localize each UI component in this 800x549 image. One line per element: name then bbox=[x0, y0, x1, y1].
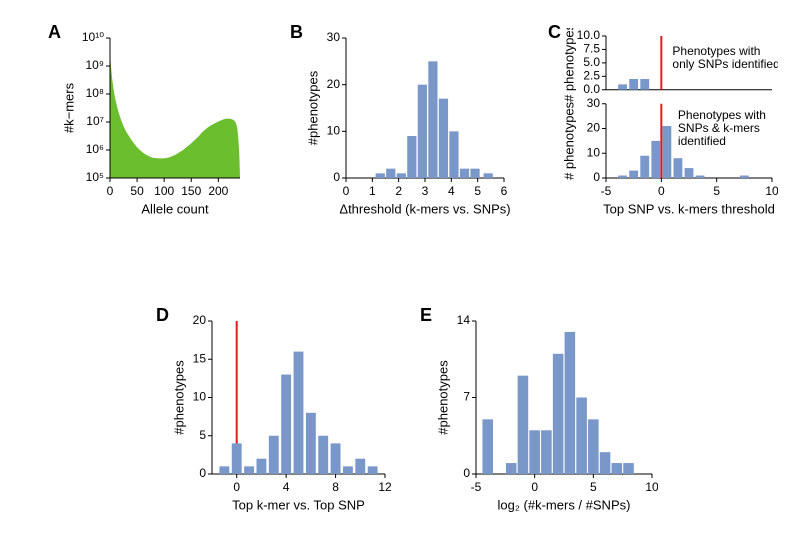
panel-e-chart: -505100714log₂ (#k-mers / #SNPs)#phenoty… bbox=[430, 311, 658, 516]
svg-text:5: 5 bbox=[713, 184, 720, 198]
svg-text:10: 10 bbox=[765, 184, 778, 198]
svg-text:10.0: 10.0 bbox=[577, 28, 601, 42]
panel-a-chart: 0 50 100 150 200 10⁵ 10⁶ 10⁷ 10⁸ 10⁹ 10¹⁰ Allele co… bbox=[58, 28, 248, 220]
svg-text:8: 8 bbox=[332, 480, 339, 494]
figure-root: A05010015020010⁵10⁶10⁷10⁸10⁹10¹⁰Allele c… bbox=[0, 0, 800, 549]
svg-text:30: 30 bbox=[587, 96, 601, 110]
svg-text:5: 5 bbox=[590, 480, 597, 494]
panel-c-chart: 0.02.55.07.510.0# phenotypesPhenotypes w… bbox=[558, 28, 778, 220]
svg-text:10: 10 bbox=[327, 124, 341, 138]
svg-text:10: 10 bbox=[587, 145, 601, 159]
svg-text:0: 0 bbox=[658, 184, 665, 198]
svg-text:20: 20 bbox=[587, 121, 601, 135]
svg-text:0: 0 bbox=[233, 480, 240, 494]
svg-text:200: 200 bbox=[208, 184, 228, 198]
svg-text:0: 0 bbox=[463, 466, 470, 480]
svg-text:# phenotypes: # phenotypes bbox=[561, 28, 576, 102]
svg-text:7.5: 7.5 bbox=[583, 42, 600, 56]
svg-text:50: 50 bbox=[130, 184, 144, 198]
svg-text:#phenotypes: #phenotypes bbox=[171, 360, 186, 435]
svg-text:#phenotypes: #phenotypes bbox=[305, 70, 320, 145]
panel-d-chart: 0 4 8 12 0 5 10 15 20 Top k-mer vs. Top SNP #pheno… bbox=[166, 311, 391, 516]
svg-text:5.0: 5.0 bbox=[583, 55, 600, 69]
svg-text:0: 0 bbox=[343, 184, 350, 198]
svg-text:# phenotypes: # phenotypes bbox=[561, 101, 576, 180]
svg-text:0: 0 bbox=[531, 480, 538, 494]
svg-text:-5: -5 bbox=[601, 184, 612, 198]
svg-text:10: 10 bbox=[645, 480, 658, 494]
svg-text:0: 0 bbox=[199, 466, 206, 480]
svg-text:Phenotypes withonly SNPs ident: Phenotypes withonly SNPs identified bbox=[672, 44, 778, 71]
svg-text:0: 0 bbox=[593, 170, 600, 184]
svg-text:14: 14 bbox=[457, 313, 471, 327]
svg-text:10⁶: 10⁶ bbox=[86, 142, 104, 156]
svg-text:#k−mers: #k−mers bbox=[61, 82, 76, 133]
svg-text:30: 30 bbox=[327, 30, 341, 44]
svg-text:12: 12 bbox=[378, 480, 391, 494]
svg-text:2.5: 2.5 bbox=[583, 68, 600, 82]
svg-text:1: 1 bbox=[369, 184, 376, 198]
svg-text:5: 5 bbox=[199, 428, 206, 442]
svg-text:#phenotypes: #phenotypes bbox=[435, 360, 450, 435]
svg-text:0: 0 bbox=[107, 184, 114, 198]
svg-text:Allele count: Allele count bbox=[141, 201, 209, 216]
svg-text:7: 7 bbox=[463, 390, 470, 404]
svg-text:15: 15 bbox=[193, 351, 207, 365]
svg-text:0.0: 0.0 bbox=[583, 82, 600, 96]
svg-text:Phenotypes withSNPs & k-mersid: Phenotypes withSNPs & k-mersidentified bbox=[678, 108, 766, 148]
svg-text:5: 5 bbox=[474, 184, 481, 198]
svg-text:10⁸: 10⁸ bbox=[86, 86, 104, 100]
panel-b-chart: 0 1 2 3 4 5 6 0 10 20 30 Δthreshold (k-mers vs. SNP… bbox=[300, 28, 510, 220]
svg-text:6: 6 bbox=[501, 184, 508, 198]
svg-text:0: 0 bbox=[333, 170, 340, 184]
svg-text:100: 100 bbox=[154, 184, 174, 198]
svg-text:10⁵: 10⁵ bbox=[86, 170, 104, 184]
svg-text:10⁹: 10⁹ bbox=[86, 58, 105, 72]
svg-text:4: 4 bbox=[448, 184, 455, 198]
svg-text:4: 4 bbox=[283, 480, 290, 494]
svg-text:10¹⁰: 10¹⁰ bbox=[82, 30, 104, 44]
svg-text:10: 10 bbox=[193, 390, 207, 404]
svg-text:-5: -5 bbox=[471, 480, 482, 494]
svg-text:log₂ (#k-mers / #SNPs): log₂ (#k-mers / #SNPs) bbox=[498, 497, 631, 512]
svg-text:20: 20 bbox=[193, 313, 207, 327]
svg-text:10⁷: 10⁷ bbox=[86, 114, 104, 128]
svg-text:Top k-mer vs. Top SNP: Top k-mer vs. Top SNP bbox=[232, 497, 365, 512]
svg-text:150: 150 bbox=[181, 184, 201, 198]
svg-text:Top SNP vs. k-mers threshold: Top SNP vs. k-mers threshold bbox=[603, 201, 775, 216]
svg-text:3: 3 bbox=[422, 184, 429, 198]
svg-text:Δthreshold (k-mers vs. SNPs): Δthreshold (k-mers vs. SNPs) bbox=[339, 201, 510, 216]
svg-text:20: 20 bbox=[327, 77, 341, 91]
svg-text:2: 2 bbox=[395, 184, 402, 198]
